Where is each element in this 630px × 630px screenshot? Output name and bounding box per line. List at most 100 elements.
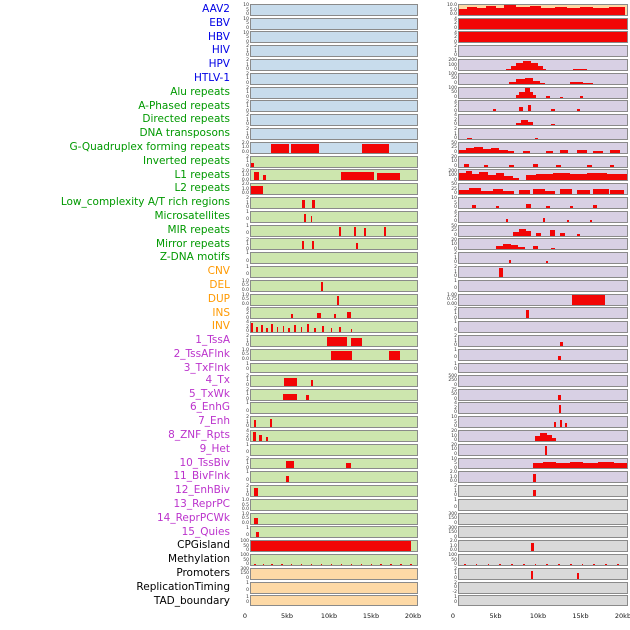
y-tick-label: 1 xyxy=(246,251,249,257)
y-tick-label: 0 xyxy=(246,382,249,388)
data-bar xyxy=(314,327,316,333)
y-tick-label: 1 xyxy=(246,242,249,248)
track-row: DEL 1.0 0.5 0.0 1 0 xyxy=(0,279,630,293)
data-bar xyxy=(288,327,290,333)
y-tick-label: 0 xyxy=(454,493,457,499)
data-bar xyxy=(516,95,520,98)
y-tick-label: 4 xyxy=(246,429,249,435)
track-row: L1 repeats 2.0 1.0 0.0 200 100 0 xyxy=(0,169,630,183)
right-track-panel xyxy=(458,141,628,154)
y-tick-label: 0 xyxy=(246,600,249,606)
data-bar xyxy=(610,190,624,195)
left-track-panel xyxy=(250,45,418,58)
track-row: 15_Quies 1 0 300 150 0 xyxy=(0,526,630,540)
track-label: 11_BivFlnk xyxy=(173,470,230,483)
left-y-axis-ticks: 100 50 0 xyxy=(235,539,250,553)
right-y-axis-ticks: 1.00 0.75 0.00 xyxy=(445,293,458,307)
y-tick-label: 0 xyxy=(454,355,457,361)
left-y-axis-ticks: 100 50 0 xyxy=(235,553,250,567)
data-bar xyxy=(576,233,580,236)
data-bar xyxy=(559,420,562,428)
y-tick-label: 10 xyxy=(451,159,457,165)
y-tick-label: 2 xyxy=(454,251,457,257)
y-tick-label: 0.5 xyxy=(241,283,249,289)
data-bar xyxy=(534,138,538,140)
track-label: Alu repeats xyxy=(170,85,230,98)
right-y-axis-ticks: 10 5 0 xyxy=(445,196,458,210)
y-tick-label: 0 xyxy=(454,39,457,45)
column-gap xyxy=(418,44,445,58)
left-track-panel xyxy=(250,595,418,606)
right-y-axis-ticks: 20 10 0 xyxy=(445,155,458,169)
y-tick-label: 0 xyxy=(246,450,249,456)
data-bar xyxy=(613,463,627,469)
y-tick-label: 5 xyxy=(246,21,249,27)
right-y-axis-ticks: 2.0 1.0 0.0 xyxy=(445,470,458,484)
right-track-panel xyxy=(458,416,628,429)
y-tick-label: 1 xyxy=(454,571,457,577)
data-bar xyxy=(312,241,315,250)
y-tick-label: 0 xyxy=(246,575,249,581)
right-y-axis-ticks: 2.0 1.0 0.0 xyxy=(445,539,458,553)
data-bar xyxy=(302,241,305,250)
y-tick-label: 4 xyxy=(454,16,457,22)
data-bar xyxy=(521,119,528,126)
y-tick-label: 2 xyxy=(454,35,457,41)
y-tick-label: 0 xyxy=(454,177,457,183)
y-tick-label: 2 xyxy=(246,127,249,133)
track-label: Promoters xyxy=(176,566,230,579)
y-tick-label: 5 xyxy=(454,200,457,206)
y-tick-label: 5 xyxy=(454,461,457,467)
right-track-panel xyxy=(458,183,628,196)
x-axis-tick-label: 15kb xyxy=(362,612,380,620)
track-row: INV 4 2 0 1 0 xyxy=(0,320,630,334)
track-row: 6_EnhG 1 0 4 2 0 xyxy=(0,401,630,415)
right-track-panel xyxy=(458,59,628,72)
data-bar xyxy=(251,541,412,552)
y-tick-label: 0.00 xyxy=(446,301,457,307)
column-gap xyxy=(418,58,445,72)
data-bar xyxy=(579,96,584,98)
data-bar xyxy=(265,327,268,333)
data-bar xyxy=(532,94,537,98)
track-row: Directed repeats 2 1 0 4 2 0 xyxy=(0,113,630,127)
y-tick-label: 10 xyxy=(243,30,249,36)
track-label: 1_TssA xyxy=(195,334,230,347)
data-bar xyxy=(566,7,580,15)
track-row: INS 4 2 0 2 1 0 xyxy=(0,307,630,321)
data-bar xyxy=(559,341,564,346)
y-tick-label: 50 xyxy=(451,182,457,188)
y-tick-label: 0 xyxy=(246,246,249,252)
y-tick-label: 100 xyxy=(448,62,457,68)
data-bar xyxy=(537,66,543,71)
track-row: CNV 1 0 2 1 0 xyxy=(0,265,630,279)
data-bar xyxy=(270,324,273,333)
data-bar xyxy=(459,18,627,29)
track-label: 2_TssAFlnk xyxy=(173,347,230,360)
right-track-panel xyxy=(458,307,628,320)
y-tick-label: 1 xyxy=(454,269,457,275)
left-track-panel xyxy=(250,266,418,279)
left-y-axis-ticks: 10 5 0 xyxy=(235,17,250,31)
y-tick-label: 2.0 xyxy=(449,539,457,545)
y-tick-label: 0 xyxy=(454,67,457,73)
track-row: Methylation 100 50 0 100 50 0 xyxy=(0,553,630,567)
y-tick-label: 0.5 xyxy=(241,502,249,508)
track-row: ReplicationTiming 1 0 2 0 -2 xyxy=(0,581,630,595)
data-bar xyxy=(469,188,481,195)
data-bar xyxy=(259,434,262,441)
y-tick-label: 2 xyxy=(246,484,249,490)
data-bar xyxy=(526,203,532,209)
y-tick-label: 4 xyxy=(246,320,249,326)
data-bar xyxy=(251,322,253,333)
y-tick-label: 2 xyxy=(246,334,249,340)
track-label: TAD_boundary xyxy=(153,594,230,607)
right-track-panel xyxy=(458,279,628,292)
column-gap xyxy=(418,100,445,114)
left-y-axis-ticks: 10 5 0 xyxy=(235,3,250,17)
y-tick-label: 0.5 xyxy=(241,516,249,522)
